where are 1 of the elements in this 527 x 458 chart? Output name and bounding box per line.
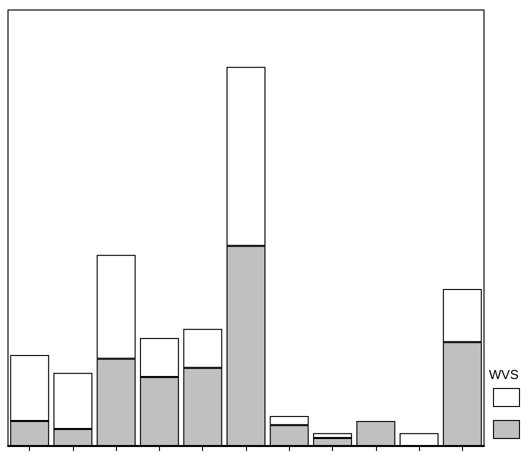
legend-title: WVS: [489, 367, 519, 382]
